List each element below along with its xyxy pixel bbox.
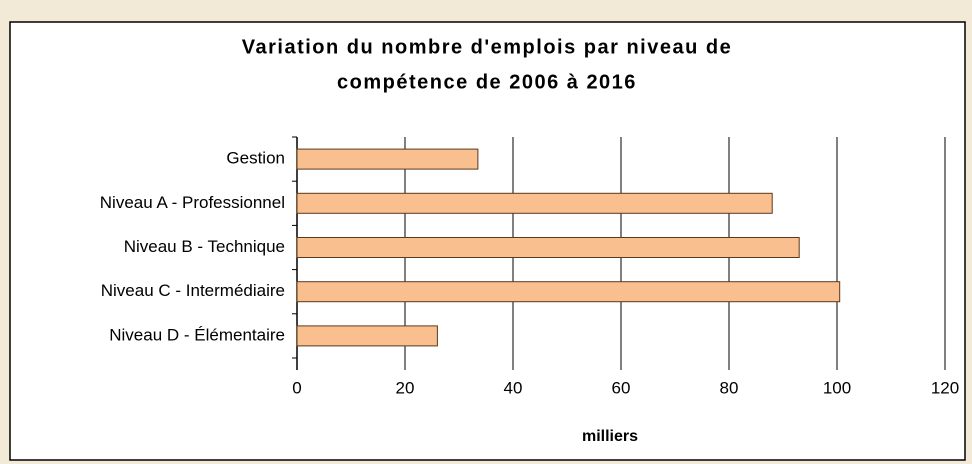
bar	[296, 281, 841, 303]
bar	[296, 148, 479, 170]
chart-title: compétence de 2006 à 2016	[337, 71, 637, 93]
x-axis-label: milliers	[582, 428, 638, 445]
y-tick-label: Niveau A - Professionnel	[100, 193, 285, 212]
x-tick-label: 120	[931, 378, 959, 397]
x-tick-label: 60	[612, 378, 631, 397]
y-tick-label: Gestion	[226, 149, 285, 168]
y-tick-label: Niveau B - Technique	[124, 237, 285, 256]
x-tick-label: 100	[823, 378, 851, 397]
bar	[296, 325, 438, 347]
x-tick-label: 20	[396, 378, 415, 397]
chart-title: Variation du nombre d'emplois par niveau…	[242, 36, 732, 58]
y-tick-label: Niveau D - Élémentaire	[109, 325, 285, 344]
y-tick-label: Niveau C - Intermédiaire	[101, 281, 285, 300]
bar	[296, 237, 800, 258]
bar	[296, 192, 773, 214]
x-tick-label: 40	[504, 378, 523, 397]
x-tick-label: 80	[720, 378, 739, 397]
x-tick-label: 0	[292, 378, 301, 397]
